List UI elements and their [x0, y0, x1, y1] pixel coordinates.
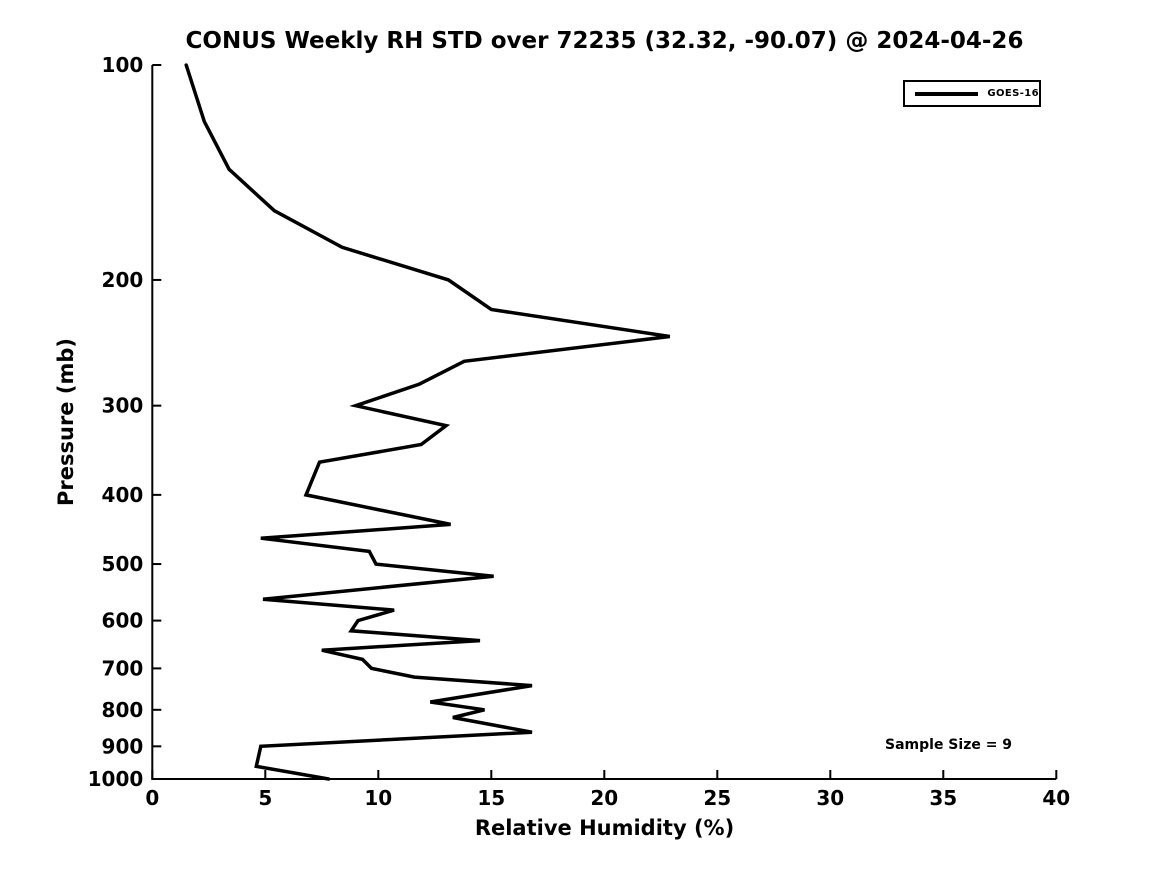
x-tick-label: 0: [145, 786, 159, 810]
y-tick-label: 400: [102, 483, 144, 507]
y-tick-label: 900: [102, 734, 144, 758]
x-tick-label: 25: [703, 786, 731, 810]
x-tick-label: 40: [1042, 786, 1070, 810]
x-tick-label: 15: [477, 786, 505, 810]
sample-size-annotation: Sample Size = 9: [885, 737, 1013, 753]
y-tick-label: 500: [102, 552, 144, 576]
y-tick-label: 300: [102, 394, 144, 418]
y-tick-label: 200: [102, 268, 144, 292]
x-tick-label: 35: [929, 786, 957, 810]
goes16-curve: [184, 63, 671, 781]
legend: GOES-16: [903, 80, 1041, 107]
x-tick-label: 10: [364, 786, 392, 810]
y-tick-label: 1000: [88, 767, 144, 791]
x-axis-label: Relative Humidity (%): [474, 816, 735, 840]
y-tick-label: 100: [102, 53, 144, 77]
y-tick-label: 700: [102, 656, 144, 680]
x-tick-label: 20: [590, 786, 618, 810]
x-tick-label: 30: [816, 786, 844, 810]
x-tick-label: 5: [258, 786, 272, 810]
legend-line-sample: [915, 91, 979, 96]
y-tick-label: 800: [102, 698, 144, 722]
y-tick-label: 600: [102, 609, 144, 633]
legend-label: GOES-16: [987, 88, 1039, 99]
chart-title: CONUS Weekly RH STD over 72235 (32.32, -…: [185, 28, 1024, 54]
